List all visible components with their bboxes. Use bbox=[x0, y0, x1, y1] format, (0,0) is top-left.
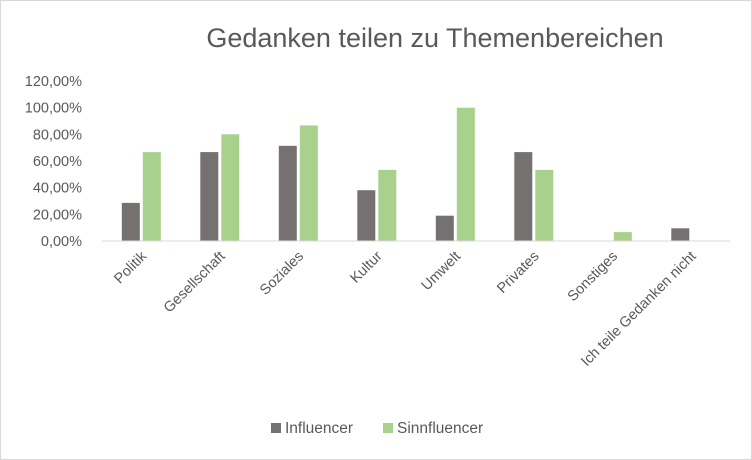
x-category-label: Politik bbox=[111, 248, 150, 287]
legend-label-sinnfluencer: Sinnfluencer bbox=[397, 420, 483, 437]
bar-influencer-7 bbox=[671, 228, 690, 241]
legend: Influencer Sinnfluencer bbox=[271, 420, 483, 437]
legend-swatch-sinnfluencer bbox=[383, 423, 393, 433]
bar-influencer-5 bbox=[514, 152, 533, 241]
y-tick-label: 80,00% bbox=[33, 127, 82, 143]
y-tick-label: 60,00% bbox=[33, 154, 82, 170]
y-tick-label: 120,00% bbox=[25, 74, 82, 90]
bar-influencer-2 bbox=[278, 145, 297, 241]
x-category-label: Soziales bbox=[257, 249, 307, 299]
bar-sinnfluencer-6 bbox=[613, 232, 632, 241]
bar-sinnfluencer-2 bbox=[299, 125, 318, 241]
y-tick-label: 0,00% bbox=[41, 234, 82, 250]
bar-sinnfluencer-1 bbox=[221, 134, 240, 241]
bar-influencer-1 bbox=[200, 152, 219, 241]
chart-title: Gedanken teilen zu Themenbereichen bbox=[206, 23, 663, 53]
bar-influencer-0 bbox=[121, 202, 140, 241]
y-tick-label: 20,00% bbox=[33, 207, 82, 223]
x-category-label: Privates bbox=[494, 249, 542, 297]
bar-sinnfluencer-5 bbox=[535, 169, 554, 241]
legend-swatch-influencer bbox=[271, 423, 281, 433]
y-tick-label: 40,00% bbox=[33, 181, 82, 197]
y-axis: 0,00% 20,00% 40,00% 60,00% 80,00% 100,00% 120,… bbox=[25, 74, 82, 250]
x-axis: Politik Gesellschaft Soziales Kultur Umwelt P… bbox=[111, 248, 699, 370]
y-tick-label: 100,00% bbox=[25, 101, 82, 117]
bar-influencer-4 bbox=[435, 215, 454, 241]
bar-influencer-3 bbox=[357, 190, 376, 241]
x-category-label: Umwelt bbox=[419, 249, 464, 294]
bars bbox=[121, 107, 690, 241]
x-category-label: Sonstiges bbox=[565, 249, 621, 305]
x-category-label: Gesellschaft bbox=[161, 249, 229, 317]
bar-sinnfluencer-3 bbox=[378, 169, 397, 241]
x-category-label: Kultur bbox=[347, 248, 385, 286]
legend-label-influencer: Influencer bbox=[285, 420, 353, 437]
bar-sinnfluencer-0 bbox=[142, 152, 161, 241]
bar-sinnfluencer-4 bbox=[456, 107, 475, 241]
